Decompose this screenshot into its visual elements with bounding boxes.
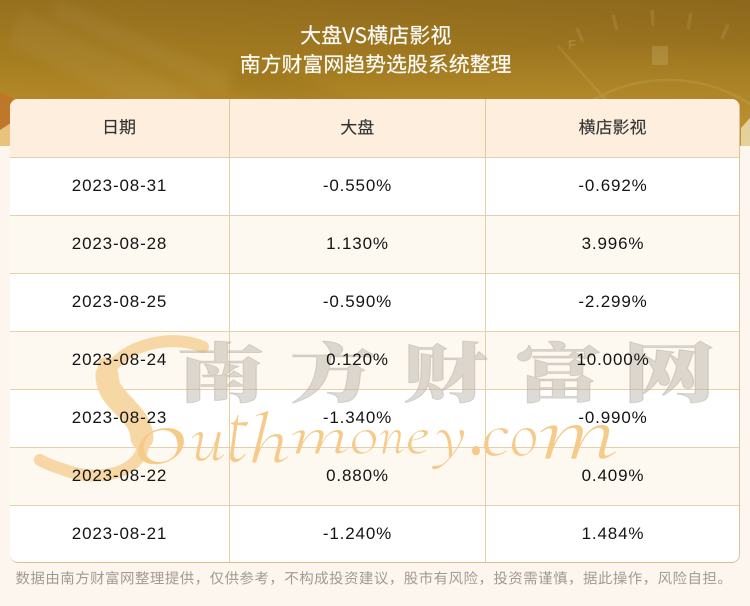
svg-text:F: F (568, 37, 576, 52)
